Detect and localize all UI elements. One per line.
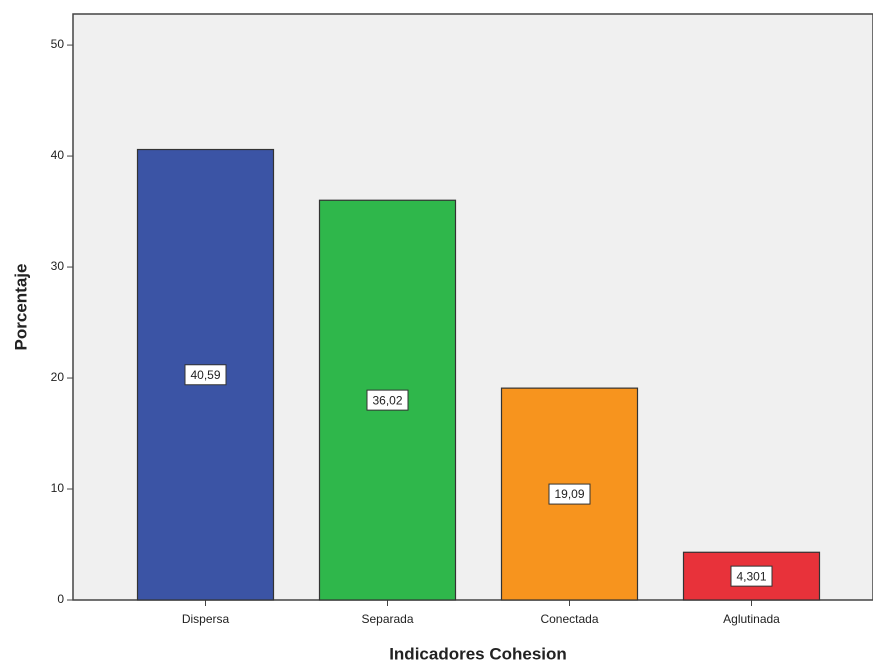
y-axis-title: Porcentaje (11, 264, 30, 351)
y-tick-label: 40 (51, 148, 65, 162)
value-label: 19,09 (554, 487, 584, 501)
x-tick-label: Conectada (540, 612, 598, 626)
x-tick-label: Dispersa (182, 612, 230, 626)
y-tick-label: 50 (51, 37, 65, 51)
y-tick-label: 10 (51, 481, 65, 495)
value-label-box (184, 364, 227, 386)
value-label: 40,59 (190, 368, 220, 382)
x-tick-label: Aglutinada (723, 612, 780, 626)
value-label: 36,02 (372, 393, 402, 407)
x-axis-title: Indicadores Cohesion (389, 644, 567, 663)
value-label-box (366, 389, 409, 411)
value-label: 4,301 (736, 569, 766, 583)
value-label-box (548, 483, 591, 505)
y-tick-label: 0 (57, 592, 64, 606)
y-tick-label: 20 (51, 370, 65, 384)
value-label-box (730, 565, 773, 587)
x-tick-label: Separada (361, 612, 413, 626)
y-tick-label: 30 (51, 259, 65, 273)
